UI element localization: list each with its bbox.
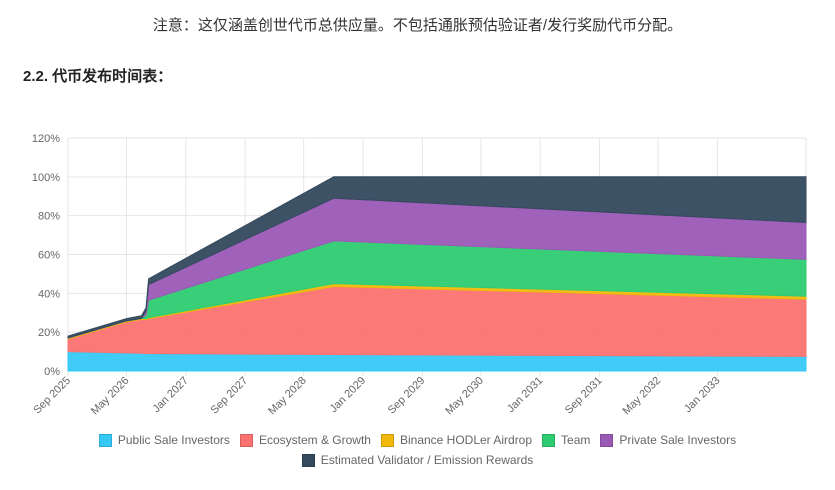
x-tick-label: Sep 2029 (386, 375, 428, 417)
x-axis: Sep 2025 May 2026 Jan 2027 Sep 2027 May 2028… (31, 375, 722, 418)
area-estimated-validator-emission-rewards (67, 176, 807, 339)
legend-swatch (380, 433, 394, 447)
legend-label: Ecosystem & Growth (258, 433, 371, 447)
x-tick-label: Jan 2031 (505, 375, 545, 415)
y-axis: 0% 20% 40% 60% 80% 100% 120% (32, 133, 60, 378)
chart-areas (67, 176, 807, 372)
legend-item[interactable]: Binance HODLer Airdrop (380, 433, 533, 447)
x-tick-label: Jan 2027 (150, 375, 190, 415)
legend-item[interactable]: Ecosystem & Growth (239, 433, 371, 447)
x-tick-label: Jan 2029 (328, 375, 368, 415)
x-tick-label: Sep 2025 (31, 375, 73, 417)
chart-legend: Public Sale Investors Ecosystem & Growth B… (0, 433, 835, 467)
legend-item[interactable]: Estimated Validator / Emission Rewards (301, 453, 534, 467)
supply-note: 注意：这仅涵盖创世代币总供应量。不包括通胀预估验证者/发行奖励代币分配。 (152, 17, 683, 34)
x-tick-label: May 2028 (266, 375, 309, 418)
legend-label: Binance HODLer Airdrop (399, 433, 533, 447)
y-tick-label: 80% (38, 211, 60, 223)
legend-item[interactable]: Public Sale Investors (98, 433, 230, 447)
y-tick-label: 40% (38, 288, 60, 300)
legend-swatch (98, 433, 112, 447)
legend-item[interactable]: Private Sale Investors (600, 433, 736, 447)
x-tick-label: May 2032 (621, 375, 664, 418)
token-release-chart: 0% 20% 40% 60% 80% 100% 120% Sep 2025 May 2026 J… (31, 133, 807, 418)
legend-label: Team (561, 433, 591, 447)
y-tick-label: 60% (38, 250, 60, 262)
legend-swatch (239, 433, 253, 447)
legend-label: Private Sale Investors (619, 433, 737, 447)
y-tick-label: 120% (32, 133, 60, 145)
x-tick-label: May 2026 (89, 375, 132, 418)
x-tick-label: Sep 2027 (209, 375, 251, 417)
legend-label: Estimated Validator / Emission Rewards (320, 453, 534, 467)
section-title: 2.2. 代币发布时间表： (23, 68, 173, 85)
legend-item[interactable]: Team (542, 433, 590, 447)
y-tick-label: 0% (44, 366, 60, 378)
legend-swatch (301, 453, 315, 467)
legend-swatch (542, 433, 556, 447)
x-tick-label: Jan 2033 (682, 375, 722, 415)
y-tick-label: 100% (32, 172, 60, 184)
legend-swatch (600, 433, 614, 447)
x-tick-label: Sep 2031 (563, 375, 605, 417)
x-tick-label: May 2030 (443, 375, 486, 418)
y-tick-label: 20% (38, 327, 60, 339)
legend-label: Public Sale Investors (117, 433, 230, 447)
